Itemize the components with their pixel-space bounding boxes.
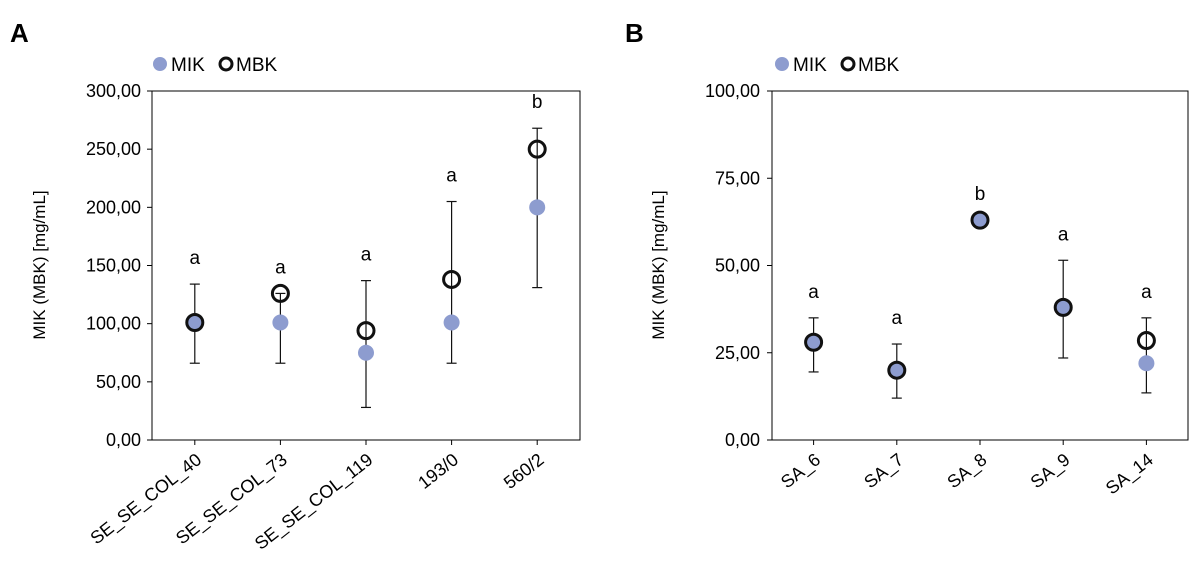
y-tick-label: 250,00 — [86, 139, 141, 159]
legend-marker-mik — [153, 57, 167, 71]
y-tick-label: 200,00 — [86, 197, 141, 217]
y-axis-title: MIK (MBK) [mg/mL] — [30, 190, 49, 339]
data-point-mbk — [1053, 297, 1073, 317]
legend-label-mik: MIK — [171, 55, 205, 76]
legend-label-mik: MIK — [793, 55, 827, 76]
y-tick-label: 50,00 — [715, 256, 760, 276]
x-category-label: 193/0 — [414, 449, 462, 492]
significance-letter: a — [275, 257, 286, 278]
legend: MIK MBK — [153, 55, 278, 76]
data-point-mbk — [1136, 331, 1156, 351]
significance-letter: a — [1141, 282, 1152, 303]
data-point-mbk — [356, 321, 376, 341]
data-point-mbk — [970, 210, 990, 230]
data-point-mik — [529, 199, 546, 216]
y-tick-label: 75,00 — [715, 168, 760, 188]
panel-letter: B — [625, 18, 644, 48]
y-tick-label: 150,00 — [86, 256, 141, 276]
legend-marker-mbk — [218, 56, 234, 72]
data-point-mik — [443, 314, 460, 331]
data-point-mik — [358, 344, 374, 361]
chart-panel-b: B MIK MBK 0,00 25,00 50,00 75,00 100,00 MIK (MBK… — [625, 18, 1189, 499]
legend-marker-mbk — [840, 56, 856, 72]
data-point-mbk — [442, 269, 462, 289]
x-category-label: SA_6 — [777, 449, 825, 493]
significance-letter: a — [446, 166, 457, 187]
significance-letter: a — [892, 308, 903, 329]
significance-letter: a — [808, 282, 819, 303]
data-point-mbk — [887, 360, 907, 380]
data-point-mbk — [527, 139, 547, 159]
x-category-label: SA_14 — [1102, 449, 1158, 499]
y-tick-label: 25,00 — [715, 343, 760, 363]
legend-label-mbk: MBK — [858, 55, 900, 76]
data-point-mik — [1055, 299, 1072, 316]
legend-marker-mik — [775, 57, 789, 71]
x-category-label: SA_9 — [1027, 449, 1075, 493]
significance-letter: b — [532, 92, 543, 113]
significance-letter: b — [975, 184, 986, 205]
data-point-mik — [888, 362, 905, 379]
data-point-mbk — [804, 332, 824, 352]
y-tick-label: 100,00 — [86, 314, 141, 334]
data-point-mik — [805, 334, 822, 351]
chart-panel-a: A MIK MBK 0,00 50,00 100,00 150,00 200,00 250,00… — [10, 18, 581, 554]
y-tick-label: 100,00 — [705, 81, 760, 101]
data-point-mik — [272, 314, 289, 331]
x-category-label: SA_7 — [860, 449, 908, 493]
x-category-label: SA_8 — [943, 449, 991, 493]
significance-letter: a — [361, 245, 372, 266]
y-tick-label: 50,00 — [96, 372, 141, 392]
data-point-mik — [1138, 355, 1155, 372]
data-point-mbk — [185, 313, 205, 333]
y-tick-label: 0,00 — [725, 430, 760, 450]
data-point-mik — [972, 212, 988, 229]
data-point-mik — [186, 314, 203, 331]
data-point-mbk — [270, 283, 290, 303]
y-tick-label: 0,00 — [106, 430, 141, 450]
x-category-label: 560/2 — [500, 449, 548, 492]
plot-area — [771, 90, 1189, 441]
significance-letter: a — [1058, 224, 1069, 245]
panel-letter: A — [10, 18, 29, 48]
legend: MIK MBK — [775, 55, 900, 76]
y-axis-title: MIK (MBK) [mg/mL] — [649, 190, 668, 339]
y-tick-label: 300,00 — [86, 81, 141, 101]
significance-letter: a — [190, 248, 201, 269]
legend-label-mbk: MBK — [236, 55, 278, 76]
